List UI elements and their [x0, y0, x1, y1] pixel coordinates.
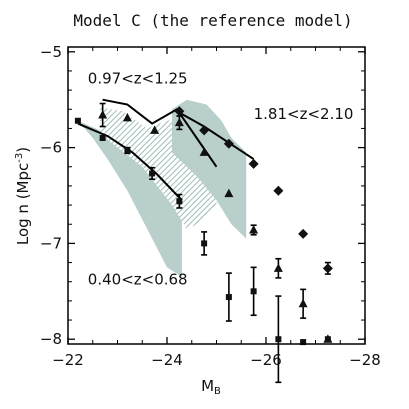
redshift-annotation: 0.40<z<0.68: [88, 271, 188, 289]
y-axis-label-close: ): [14, 147, 32, 153]
data-point-triangle: [224, 188, 234, 198]
x-axis-label: MB: [201, 377, 221, 397]
model-curves: [77, 98, 255, 201]
confidence-band-2: [172, 99, 247, 239]
data-point-triangle: [122, 112, 132, 122]
y-axis-label-superscript: -3: [14, 153, 25, 163]
data-point-square: [149, 170, 156, 177]
x-tick-label: −24: [151, 351, 183, 369]
y-axis-label-main: Log n (Mpc: [14, 163, 32, 245]
data-points: [74, 102, 333, 384]
data-point-triangle: [174, 117, 184, 127]
data-point-square: [124, 147, 131, 154]
model-curve-0: [77, 122, 183, 201]
annotations: 0.97<z<1.25 1.81<z<2.10 0.40<z<0.68: [88, 69, 354, 288]
y-tick-label: −7: [40, 234, 62, 252]
data-point-square: [225, 294, 232, 301]
data-point-square: [250, 288, 257, 295]
data-point-diamond: [273, 185, 284, 196]
chart-title: Model C (the reference model): [73, 11, 352, 30]
y-axis-label: Log n (Mpc-3): [14, 147, 32, 245]
x-axis-label-subscript: B: [214, 386, 221, 397]
confidence-band-0: [77, 120, 182, 277]
data-point-square: [275, 336, 282, 343]
data-point-diamond: [298, 228, 309, 239]
confidence-bands: [77, 99, 247, 277]
x-axis-label-main: M: [201, 377, 214, 395]
y-tick-label: −6: [40, 139, 62, 157]
data-point-diamond: [223, 138, 234, 149]
redshift-annotation: 1.81<z<2.10: [254, 105, 354, 123]
model-curve-1: [102, 98, 218, 168]
data-point-square: [99, 135, 106, 142]
data-point-square: [300, 339, 307, 346]
data-point-triangle: [150, 125, 160, 134]
data-point-triangle: [298, 298, 308, 308]
data-point-diamond: [322, 263, 333, 274]
redshift-annotation: 0.97<z<1.25: [88, 69, 188, 87]
data-point-triangle: [98, 110, 108, 119]
data-point-square: [176, 198, 183, 205]
y-tick-label: −5: [40, 43, 62, 61]
x-tick-label: −22: [52, 351, 84, 369]
data-point-diamond: [248, 158, 259, 169]
data-point-square: [74, 117, 81, 124]
x-tick-label: −28: [349, 351, 381, 369]
data-point-triangle: [199, 147, 209, 156]
data-point-triangle: [273, 263, 283, 272]
model-curve-2: [176, 110, 255, 160]
axis-ticks: −22 −24 −26 −28 −5 −6 −7 −8: [40, 43, 381, 369]
data-point-triangle: [249, 224, 259, 234]
data-point-diamond: [174, 106, 185, 117]
data-point-triangle: [323, 334, 333, 343]
data-point-diamond: [199, 125, 210, 136]
data-point-square: [201, 240, 208, 247]
y-tick-label: −8: [40, 330, 62, 348]
x-tick-label: −26: [250, 351, 282, 369]
